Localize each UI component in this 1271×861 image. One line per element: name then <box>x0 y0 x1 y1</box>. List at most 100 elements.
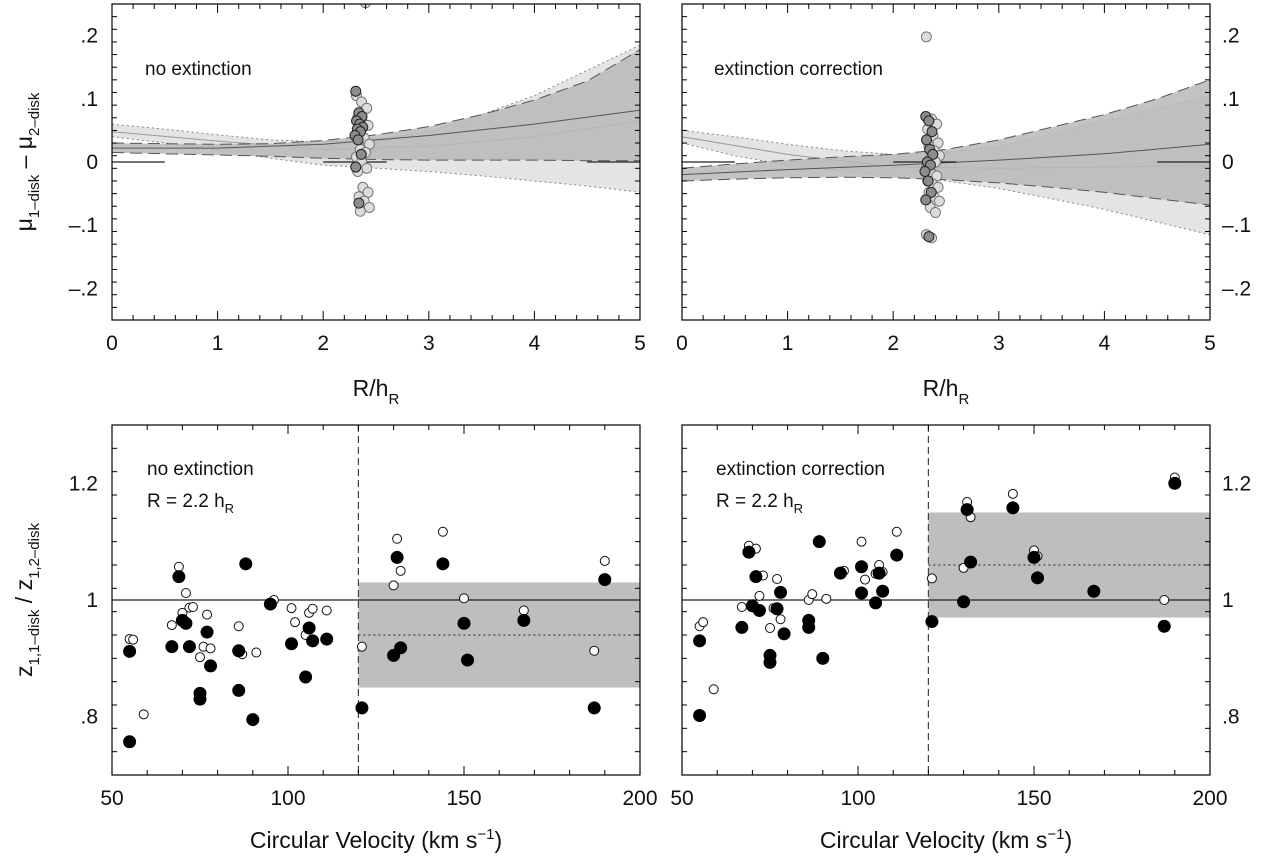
data-point-open <box>708 684 719 695</box>
data-point-filled <box>812 535 826 549</box>
data-point-filled <box>770 602 784 616</box>
data-point-dark <box>926 126 938 138</box>
data-point-filled <box>461 653 475 667</box>
data-point-open <box>856 536 867 547</box>
data-point-dark <box>920 194 932 206</box>
data-point-open <box>518 605 529 616</box>
x-axis-label: Circular Velocity (km s−1) <box>820 826 1072 853</box>
data-point-light <box>361 162 373 174</box>
plot-frame <box>681 3 1211 321</box>
data-point-open <box>307 603 318 614</box>
y-tick-label: –.1 <box>1222 214 1251 237</box>
uncertainty-band-dark <box>112 49 640 161</box>
x-tick-label: 150 <box>1016 787 1051 810</box>
plot-frame <box>681 424 1211 776</box>
x-tick-label: 0 <box>106 332 118 355</box>
data-point-open <box>772 574 783 584</box>
x-tick-label: 1 <box>212 332 224 355</box>
data-point-open <box>388 580 399 591</box>
data-point-open <box>459 593 469 604</box>
data-point-open <box>251 647 262 658</box>
panel-annotation-radius: R = 2.2 hR <box>716 491 803 516</box>
data-point-filled <box>165 640 179 654</box>
data-point-filled <box>1006 501 1020 515</box>
data-point-open <box>437 526 448 537</box>
data-point-filled <box>749 570 763 584</box>
panel-top-left: 0 1 2 3 4 5 –.2 –.1 0 .1 .2 no extinction R/hR μ1–dis… <box>11 3 646 408</box>
data-point-open <box>860 574 871 585</box>
data-point-filled <box>693 634 707 648</box>
x-tick-label: 5 <box>634 332 646 355</box>
y-axis-label: μ1–disk – μ2–disk <box>11 92 43 231</box>
x-tick-label: 100 <box>840 787 875 810</box>
y-tick-label: 0 <box>86 151 98 174</box>
panel-annotation: extinction correction <box>716 459 885 480</box>
x-tick-label: 2 <box>887 332 899 355</box>
data-point-filled <box>890 548 904 562</box>
data-point-filled <box>833 566 847 580</box>
y-tick-label: .8 <box>80 706 98 729</box>
data-point-dark <box>923 231 935 243</box>
data-point-filled <box>123 735 137 749</box>
data-point-dark <box>922 175 934 187</box>
data-point-open <box>187 602 198 612</box>
data-point-filled <box>855 586 869 600</box>
x-tick-label: 100 <box>270 787 305 810</box>
data-point-open <box>807 589 818 600</box>
data-point-filled <box>816 651 830 665</box>
y-tick-label: .1 <box>80 88 98 111</box>
data-point-filled <box>925 615 939 629</box>
data-point-filled <box>1087 584 1101 598</box>
panel-bottom-right: 50 100 150 200 .8 1 1.2 extinction correction R … <box>670 424 1251 853</box>
x-tick-label: 4 <box>1099 332 1111 355</box>
data-point-open <box>765 623 775 633</box>
data-point-open <box>1007 488 1018 499</box>
data-point-filled <box>960 503 974 517</box>
y-tick-label: .2 <box>1222 25 1240 48</box>
y-tick-label: 1 <box>86 589 98 612</box>
x-axis-label: R/hR <box>353 375 400 408</box>
x-tick-label: 50 <box>670 787 693 810</box>
data-point-filled <box>246 713 260 727</box>
band-center-line <box>112 109 640 149</box>
x-tick-label: 3 <box>993 332 1005 355</box>
data-point-open <box>891 526 902 537</box>
uncertainty-band-dark <box>682 79 1210 205</box>
x-axis-label: Circular Velocity (km s−1) <box>250 826 502 853</box>
data-point-filled <box>172 570 186 584</box>
data-point-filled <box>872 566 886 580</box>
y-axis-label: z1,1–disk / z1,2–disk <box>11 523 43 677</box>
data-point-filled <box>777 627 791 641</box>
plot-frame <box>111 3 641 321</box>
data-point-filled <box>239 557 253 571</box>
data-point-open <box>128 634 139 645</box>
data-point-open <box>599 555 610 566</box>
x-tick-label: 1 <box>782 332 794 355</box>
data-point-open <box>286 603 297 614</box>
data-point-light <box>933 195 945 207</box>
plot-area <box>682 425 1210 775</box>
y-tick-label: 1.2 <box>1222 472 1251 495</box>
data-point-filled <box>869 596 883 610</box>
y-tick-label: .8 <box>1222 706 1240 729</box>
data-point-filled <box>285 637 299 651</box>
data-point-open <box>233 621 244 632</box>
data-point-filled <box>200 625 214 639</box>
data-point-filled <box>735 620 749 634</box>
data-point-dark <box>925 186 937 198</box>
data-point-dark <box>355 148 367 160</box>
data-point-open <box>290 617 301 628</box>
data-point-open <box>754 590 765 601</box>
data-point-filled <box>302 621 316 635</box>
x-tick-label: 4 <box>529 332 541 355</box>
band-lower-edge <box>682 176 1210 206</box>
data-point-filled <box>1168 476 1182 490</box>
data-point-dark <box>350 85 362 97</box>
data-point-open <box>775 614 786 625</box>
data-point-filled <box>457 616 471 630</box>
data-point-light <box>363 202 375 214</box>
x-tick-label: 5 <box>1204 332 1216 355</box>
data-point-filled <box>123 644 137 658</box>
band-lower-edge <box>112 136 640 193</box>
